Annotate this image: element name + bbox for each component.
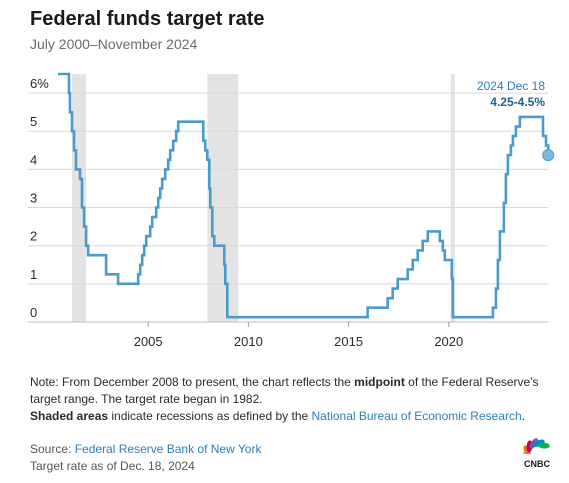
- note-text: .: [521, 409, 525, 423]
- recession-band: [450, 74, 455, 322]
- nbc-peacock-icon: [522, 438, 550, 461]
- cnbc-logo: CNBC: [517, 436, 557, 469]
- y-tick-label: 0: [30, 305, 37, 320]
- as-of-note: Target rate as of Dec. 18, 2024: [30, 459, 195, 473]
- x-tick-label: 2005: [134, 334, 163, 349]
- y-tick-label: 3: [30, 191, 37, 206]
- y-tick-label: 5: [30, 114, 37, 129]
- chart-title: Federal funds target rate: [30, 8, 265, 30]
- note-text: indicate recessions as defined by the: [108, 409, 312, 423]
- annotation-date: 2024 Dec 18: [477, 79, 545, 93]
- recession-band: [207, 74, 239, 322]
- rate-chart: 0 1 2 3 4 5 6% 2005 2010 2015 2020 2024 Dec 18 4.25-…: [28, 72, 555, 349]
- source-link[interactable]: Federal Reserve Bank of New York: [74, 442, 262, 456]
- source-line: Source: Federal Reserve Bank of New York: [30, 441, 550, 458]
- y-tick-label: 4: [30, 152, 37, 167]
- chart-subtitle: July 2000–November 2024: [30, 36, 198, 52]
- x-tick-label: 2010: [234, 334, 263, 349]
- rate-line: [58, 72, 550, 319]
- y-tick-label: 2: [30, 229, 37, 244]
- latest-point-marker: [542, 149, 555, 162]
- annotation-value: 4.25-4.5%: [490, 95, 545, 109]
- nber-link[interactable]: National Bureau of Economic Research: [311, 409, 522, 423]
- midpoint-note: Note: From December 2008 to present, the…: [30, 374, 550, 408]
- note-text: of the Federal Reserve's target range. T…: [30, 375, 539, 406]
- x-tick-label: 2015: [334, 334, 363, 349]
- y-tick-label: 6%: [30, 76, 49, 91]
- note-bold: midpoint: [354, 375, 405, 389]
- recession-note: Shaded areas indicate recessions as defi…: [30, 408, 550, 425]
- note-bold: Shaded areas: [30, 409, 109, 423]
- note-text: Note: From December 2008 to present, the…: [30, 375, 355, 389]
- y-tick-label: 1: [30, 267, 37, 282]
- recession-band: [72, 74, 87, 322]
- logo-wordmark: CNBC: [524, 459, 550, 469]
- x-tick-label: 2020: [434, 334, 463, 349]
- source-label: Source:: [30, 442, 75, 456]
